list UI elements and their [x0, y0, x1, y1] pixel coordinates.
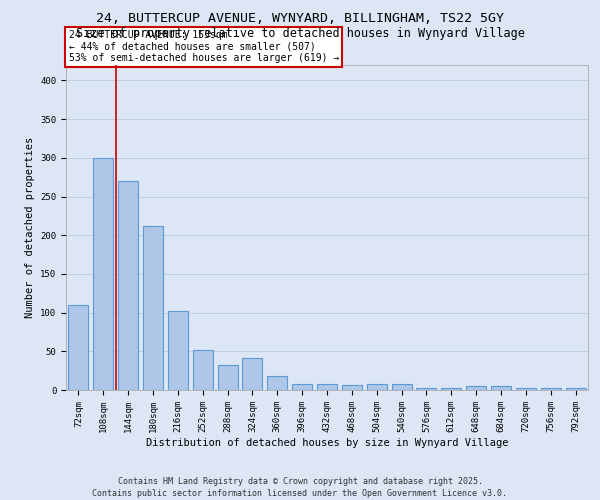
- Y-axis label: Number of detached properties: Number of detached properties: [25, 137, 35, 318]
- Bar: [118, 181, 138, 390]
- Bar: [268, 376, 287, 390]
- Bar: [392, 384, 412, 390]
- Bar: [442, 388, 461, 390]
- Bar: [218, 365, 238, 390]
- Text: Size of property relative to detached houses in Wynyard Village: Size of property relative to detached ho…: [76, 28, 524, 40]
- Bar: [94, 158, 113, 390]
- Bar: [292, 384, 312, 390]
- Bar: [193, 350, 212, 390]
- Bar: [466, 386, 486, 390]
- Bar: [566, 388, 586, 390]
- Text: 24 BUTTERCUP AVENUE: 153sqm
← 44% of detached houses are smaller (507)
53% of se: 24 BUTTERCUP AVENUE: 153sqm ← 44% of det…: [68, 30, 339, 64]
- Text: Contains HM Land Registry data © Crown copyright and database right 2025.
Contai: Contains HM Land Registry data © Crown c…: [92, 476, 508, 498]
- Bar: [516, 388, 536, 390]
- Bar: [68, 305, 88, 390]
- Bar: [416, 388, 436, 390]
- Bar: [143, 226, 163, 390]
- Bar: [367, 384, 386, 390]
- Text: 24, BUTTERCUP AVENUE, WYNYARD, BILLINGHAM, TS22 5GY: 24, BUTTERCUP AVENUE, WYNYARD, BILLINGHA…: [96, 12, 504, 26]
- Bar: [168, 311, 188, 390]
- Bar: [541, 388, 560, 390]
- X-axis label: Distribution of detached houses by size in Wynyard Village: Distribution of detached houses by size …: [146, 438, 508, 448]
- Bar: [317, 384, 337, 390]
- Bar: [342, 386, 362, 390]
- Bar: [491, 386, 511, 390]
- Bar: [242, 358, 262, 390]
